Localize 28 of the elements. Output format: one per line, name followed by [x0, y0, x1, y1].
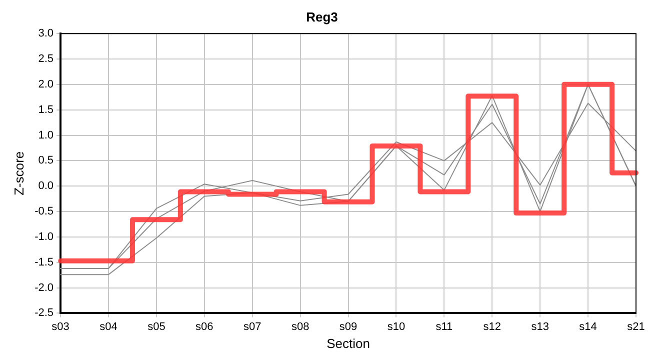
x-tick-label: s08	[291, 320, 310, 333]
y-tick-label: -2.5	[34, 307, 54, 320]
y-tick-label: 2.5	[38, 53, 54, 66]
y-tick-label: 1.5	[38, 104, 54, 116]
y-tick-label: -0.5	[34, 206, 54, 218]
x-tick-label: s14	[579, 320, 597, 333]
x-tick-label: s09	[339, 320, 358, 333]
y-tick-label: 0.0	[38, 180, 54, 192]
x-tick-label: s12	[483, 320, 502, 333]
y-tick-label: 0.5	[38, 154, 54, 167]
x-tick-label: s03	[52, 320, 70, 333]
x-axis-title: Section	[326, 336, 370, 351]
y-tick-label: -1.0	[34, 230, 54, 243]
x-tick-label: s21	[627, 320, 645, 333]
x-tick-label: s11	[436, 320, 453, 333]
x-tick-label: s10	[387, 320, 406, 333]
y-tick-label: 3.0	[38, 28, 54, 40]
y-tick-label: -1.5	[34, 256, 54, 268]
chart-title: Reg3	[306, 9, 338, 24]
x-tick-label: s04	[100, 320, 118, 333]
y-tick-label: 2.0	[38, 78, 54, 90]
x-tick-label: s06	[196, 320, 214, 333]
y-tick-label: 1.0	[38, 129, 54, 142]
y-tick-label: -2.0	[34, 282, 54, 294]
x-tick-label: s13	[531, 320, 549, 333]
x-tick-label: s05	[148, 320, 166, 333]
y-axis-title: Z-score	[11, 151, 26, 196]
x-tick-label: s07	[243, 320, 262, 333]
